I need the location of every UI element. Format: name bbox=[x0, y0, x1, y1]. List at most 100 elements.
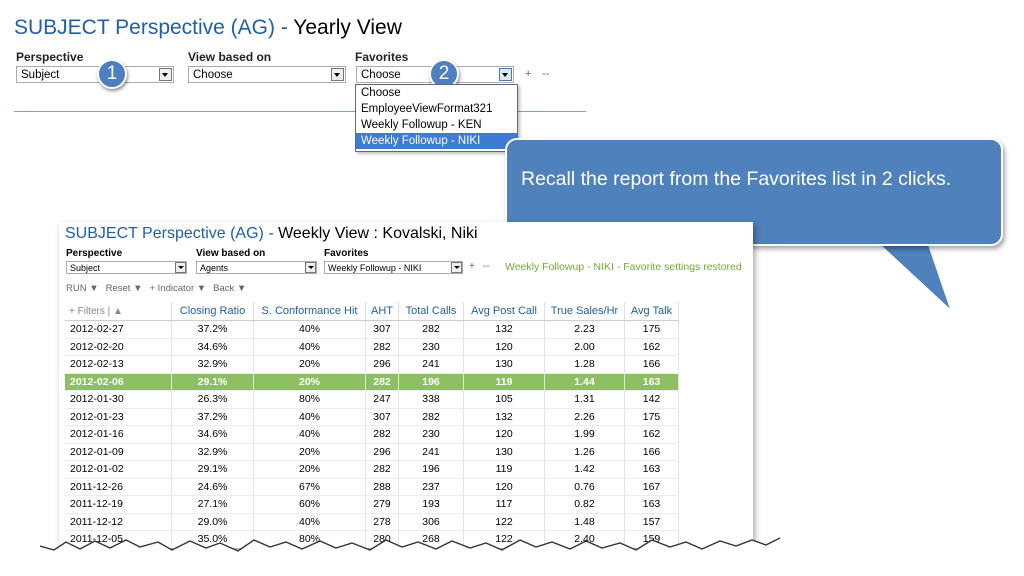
perspective-select[interactable]: Subject bbox=[16, 66, 174, 83]
panel-view-based-on-value: Agents bbox=[200, 263, 229, 273]
indicator-button[interactable]: + Indicator ▼ bbox=[149, 283, 207, 294]
table-cell: 175 bbox=[624, 408, 679, 426]
table-row[interactable]: 2012-01-16 34.6% 40% 282 230 120 1.99 162 bbox=[65, 425, 679, 444]
table-cell: 157 bbox=[624, 513, 679, 531]
table-cell: 1.31 bbox=[544, 390, 625, 409]
panel-favorites-select[interactable]: Weekly Followup - NIKI bbox=[324, 261, 463, 274]
chevron-down-icon[interactable] bbox=[499, 68, 512, 81]
table-cell: 163 bbox=[624, 460, 679, 479]
view-based-on-select[interactable]: Choose bbox=[188, 66, 346, 83]
table-cell: 60% bbox=[253, 495, 366, 514]
chevron-down-icon[interactable] bbox=[305, 262, 316, 273]
table-cell: 0.76 bbox=[544, 478, 625, 496]
table-cell: 167 bbox=[624, 478, 679, 496]
table-cell-week: 2012-01-16 bbox=[65, 425, 172, 444]
reset-button[interactable]: Reset ▼ bbox=[105, 283, 143, 294]
table-cell: 34.6% bbox=[171, 338, 254, 356]
column-header[interactable]: Closing Ratio bbox=[171, 302, 254, 321]
column-header[interactable]: True Sales/Hr bbox=[544, 302, 625, 321]
column-header[interactable]: Avg Talk bbox=[624, 302, 679, 321]
table-row[interactable]: 2012-01-02 29.1% 20% 282 196 119 1.42 163 bbox=[65, 460, 679, 479]
table-row[interactable]: 2012-02-27 37.2% 40% 307 282 132 2.23 175 bbox=[65, 320, 679, 339]
favorite-restored-message: Weekly Followup - NIKI - Favorite settin… bbox=[505, 261, 742, 273]
back-button[interactable]: Back ▼ bbox=[213, 283, 247, 294]
chevron-down-icon[interactable] bbox=[451, 262, 462, 273]
table-cell: 119 bbox=[463, 460, 545, 479]
table-cell: 166 bbox=[624, 355, 679, 374]
perspective-select-value: Subject bbox=[21, 69, 60, 81]
callout-tail bbox=[868, 236, 953, 313]
table-cell: 247 bbox=[365, 390, 399, 409]
dropdown-option-weekly-ken[interactable]: Weekly Followup - KEN bbox=[361, 119, 482, 131]
table-row[interactable]: 2011-12-12 29.0% 40% 278 306 122 1.48 157 bbox=[65, 513, 679, 531]
panel-view-based-on-select[interactable]: Agents bbox=[196, 261, 317, 274]
table-row[interactable]: 2011-12-19 27.1% 60% 279 193 117 0.82 163 bbox=[65, 495, 679, 514]
panel-title-perspective: SUBJECT Perspective (AG) - bbox=[65, 225, 274, 242]
table-cell-week: 2012-01-09 bbox=[65, 443, 172, 461]
view-based-on-select-value: Choose bbox=[193, 69, 233, 81]
panel-title: SUBJECT Perspective (AG) - Weekly View :… bbox=[65, 225, 478, 243]
callout-text: Recall the report from the Favorites lis… bbox=[521, 168, 952, 190]
table-cell: 26.3% bbox=[171, 390, 254, 409]
table-row[interactable]: 2012-02-06 29.1% 20% 282 196 119 1.44 163 bbox=[65, 373, 679, 391]
table-cell: 37.2% bbox=[171, 320, 254, 339]
filters-header[interactable]: + Filters | ▲ bbox=[65, 302, 172, 321]
column-header[interactable]: Total Calls bbox=[398, 302, 464, 321]
table-cell: 163 bbox=[624, 495, 679, 514]
table-cell-week: 2012-02-27 bbox=[65, 320, 172, 339]
table-cell: 29.1% bbox=[171, 373, 254, 391]
table-cell: 288 bbox=[365, 478, 399, 496]
table-cell: 1.48 bbox=[544, 513, 625, 531]
panel-view-based-on-label: View based on bbox=[196, 248, 266, 259]
table-cell: 132 bbox=[463, 408, 545, 426]
step-badge-1: 1 bbox=[97, 59, 127, 89]
table-cell: 1.26 bbox=[544, 443, 625, 461]
table-cell: 2.23 bbox=[544, 320, 625, 339]
table-row[interactable]: 2011-12-26 24.6% 67% 288 237 120 0.76 167 bbox=[65, 478, 679, 496]
table-row[interactable]: 2012-01-23 37.2% 40% 307 282 132 2.26 175 bbox=[65, 408, 679, 426]
table-row[interactable]: 2012-01-30 26.3% 80% 247 338 105 1.31 142 bbox=[65, 390, 679, 409]
chevron-down-icon[interactable] bbox=[159, 68, 172, 81]
favorites-dropdown: Choose EmployeeViewFormat321 Weekly Foll… bbox=[355, 84, 518, 152]
panel-perspective-label: Perspective bbox=[66, 248, 123, 259]
page-title: SUBJECT Perspective (AG) - Yearly View bbox=[14, 16, 402, 40]
panel-add-favorite-button[interactable]: + bbox=[469, 261, 475, 272]
dropdown-option-weekly-niki[interactable]: Weekly Followup - NIKI bbox=[356, 133, 517, 149]
table-cell: 130 bbox=[463, 443, 545, 461]
table-cell: 130 bbox=[463, 355, 545, 374]
table-cell: 162 bbox=[624, 338, 679, 356]
table-row[interactable]: 2012-02-13 32.9% 20% 296 241 130 1.28 166 bbox=[65, 355, 679, 374]
panel-perspective-select[interactable]: Subject bbox=[66, 261, 187, 274]
table-cell: 166 bbox=[624, 443, 679, 461]
table-cell: 279 bbox=[365, 495, 399, 514]
table-row[interactable]: 2012-02-20 34.6% 40% 282 230 120 2.00 162 bbox=[65, 338, 679, 356]
table-cell: 241 bbox=[398, 443, 464, 461]
table-cell: 37.2% bbox=[171, 408, 254, 426]
table-cell: 20% bbox=[253, 355, 366, 374]
add-favorite-button[interactable]: + bbox=[525, 68, 532, 80]
panel-remove-favorite-button[interactable]: -- bbox=[483, 261, 490, 272]
table-cell-week: 2012-01-23 bbox=[65, 408, 172, 426]
table-cell: 278 bbox=[365, 513, 399, 531]
table-cell-week: 2012-02-13 bbox=[65, 355, 172, 374]
table-cell: 282 bbox=[365, 425, 399, 444]
dropdown-option-employeeviewformat[interactable]: EmployeeViewFormat321 bbox=[361, 103, 493, 115]
table-cell-week: 2012-01-30 bbox=[65, 390, 172, 409]
column-header[interactable]: S. Conformance Hit bbox=[253, 302, 366, 321]
column-header[interactable]: AHT bbox=[365, 302, 399, 321]
remove-favorite-button[interactable]: -- bbox=[542, 68, 550, 80]
column-header[interactable]: Avg Post Call bbox=[463, 302, 545, 321]
chevron-down-icon[interactable] bbox=[175, 262, 186, 273]
table-row[interactable]: 2012-01-09 32.9% 20% 296 241 130 1.26 166 bbox=[65, 443, 679, 461]
table-cell: 40% bbox=[253, 513, 366, 531]
table-cell: 196 bbox=[398, 373, 464, 391]
table-cell: 20% bbox=[253, 373, 366, 391]
table-cell: 1.28 bbox=[544, 355, 625, 374]
chevron-down-icon[interactable] bbox=[331, 68, 344, 81]
dropdown-option-choose[interactable]: Choose bbox=[361, 87, 401, 99]
table-cell-week: 2011-12-19 bbox=[65, 495, 172, 514]
run-button[interactable]: RUN ▼ bbox=[66, 283, 99, 294]
table-cell: 20% bbox=[253, 443, 366, 461]
table-cell: 117 bbox=[463, 495, 545, 514]
page-title-view: Yearly View bbox=[287, 16, 402, 39]
